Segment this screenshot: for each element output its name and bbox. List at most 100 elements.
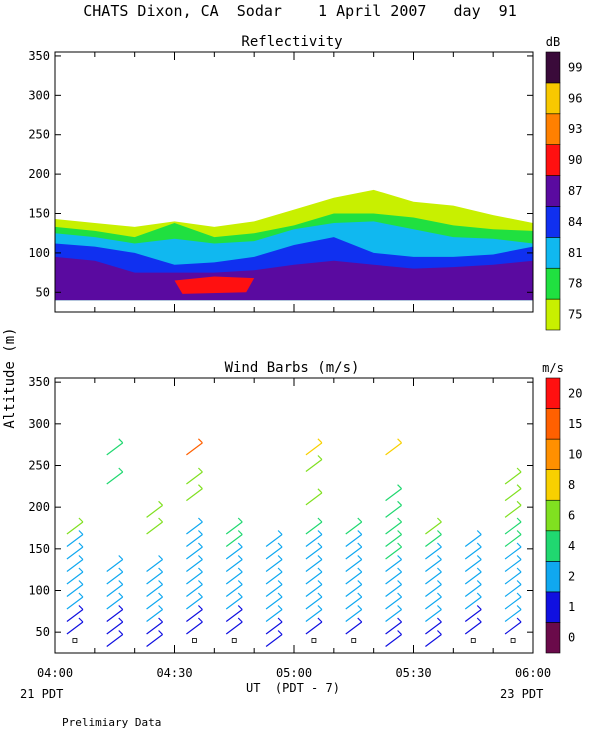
wind-barb-flag <box>516 467 522 473</box>
wind-barb <box>66 609 84 622</box>
wind-barb-flag <box>317 517 323 523</box>
preliminary-note: Prelimiary Data <box>62 716 161 729</box>
wind-barb <box>106 559 124 572</box>
colorbar-label: 6 <box>568 509 575 523</box>
wind-barb-flag <box>237 517 243 523</box>
wind-barb <box>225 584 243 597</box>
wind-barb-flag <box>118 555 124 560</box>
colorbar-segment <box>545 113 561 145</box>
wind-barb-flag <box>516 605 522 610</box>
wind-barb-flag <box>197 530 203 535</box>
wind-barb-flag <box>397 542 403 548</box>
wind-barb <box>265 596 283 610</box>
wind-barb-flag <box>436 580 442 585</box>
reflectivity-colorbar: 75 78 81 84 87 90 93 96 99 <box>545 51 582 331</box>
wind-barb-flag <box>516 542 522 548</box>
wind-barb <box>225 571 243 585</box>
reflectivity-field <box>55 189 533 301</box>
wind-barb-flag <box>317 455 323 460</box>
wind-barb-flag <box>397 567 403 573</box>
wind-barb <box>345 559 363 572</box>
wind-barb <box>425 584 442 597</box>
wind-barb-flag <box>197 542 203 548</box>
wind-barb <box>106 442 124 456</box>
wind-barb <box>385 488 402 502</box>
wind-barb <box>345 596 363 610</box>
wind-barb-flag <box>397 530 403 535</box>
wind-barb-flag <box>476 567 482 573</box>
x-tick-label: 04:00 <box>37 666 73 680</box>
wind-barb <box>464 559 482 572</box>
y-tick-label: 100 <box>28 584 50 598</box>
wind-barb <box>504 534 522 547</box>
wind-barb-flag <box>118 467 124 473</box>
y-tick-label: 50 <box>36 285 50 299</box>
wind-barb-flag <box>158 567 164 573</box>
wind-barb-flag <box>237 617 243 623</box>
wind-barb <box>225 521 243 535</box>
wind-barb-flag <box>516 484 522 490</box>
wind-barb <box>186 609 203 622</box>
wind-barb-flag <box>277 567 283 573</box>
wind-barb-flag <box>237 580 243 585</box>
wind-barb-flag <box>78 555 84 560</box>
wind-barb-flag <box>158 630 164 635</box>
wind-barb-flag <box>118 617 124 623</box>
wind-barb <box>66 584 84 597</box>
wind-barb-flag <box>197 555 203 560</box>
wind-barb-flag <box>158 580 164 585</box>
wind-barb-flag <box>197 484 203 490</box>
wind-barb-flag <box>357 517 363 523</box>
wind-barb <box>425 621 442 635</box>
wind-barb <box>345 571 363 585</box>
colorbar-label: 8 <box>568 478 575 492</box>
wind-barb-flag <box>436 605 442 610</box>
wind-barb <box>265 559 283 572</box>
colorbar-segment <box>545 469 561 501</box>
wind-barb <box>385 521 402 535</box>
wind-barb <box>265 609 283 622</box>
wind-barb-flag <box>357 592 363 598</box>
wind-barb-flag <box>317 617 323 623</box>
wind-barb-flag <box>317 488 323 494</box>
y-tick-label: 300 <box>28 88 50 102</box>
wind-barb <box>305 584 323 597</box>
wind-barb-flag <box>277 555 283 560</box>
wind-barb <box>504 488 522 502</box>
wind-barb <box>146 634 163 647</box>
y-tick-label: 250 <box>28 459 50 473</box>
wind-barb <box>305 459 323 472</box>
wind-barb <box>345 534 363 547</box>
wind-barb <box>345 521 363 535</box>
wind-barb <box>225 621 243 635</box>
colorbar-label: 84 <box>568 215 582 229</box>
wind-barb <box>225 609 243 622</box>
wind-barb <box>464 571 482 585</box>
calm-marker <box>72 638 78 643</box>
wind-barb <box>106 584 124 597</box>
end-local-time: 23 PDT <box>500 687 543 701</box>
wind-barb-flag <box>317 592 323 598</box>
wind-barb-flag <box>78 542 84 548</box>
wind-barb <box>305 534 323 547</box>
wind-barb-flag <box>317 605 323 610</box>
colorbar-label: 87 <box>568 184 582 198</box>
x-tick-label: 05:00 <box>276 666 312 680</box>
wind-barb-flag <box>277 617 283 623</box>
wind-barb-flag <box>158 605 164 610</box>
wind-barb <box>464 534 482 547</box>
wind-barb-flag <box>476 555 482 560</box>
wind-barb <box>186 534 203 547</box>
wind-barb <box>504 504 522 518</box>
wind-barb <box>265 621 283 635</box>
wind-barb <box>146 521 163 535</box>
wind-barb <box>146 571 163 585</box>
wind-barb-flag <box>237 555 243 560</box>
wind-barb-flag <box>436 542 442 548</box>
wind-barb <box>186 546 203 560</box>
wind-barb <box>305 609 323 622</box>
wind-barb <box>186 559 203 572</box>
wind-barb <box>425 559 442 572</box>
wind-barb <box>225 596 243 610</box>
